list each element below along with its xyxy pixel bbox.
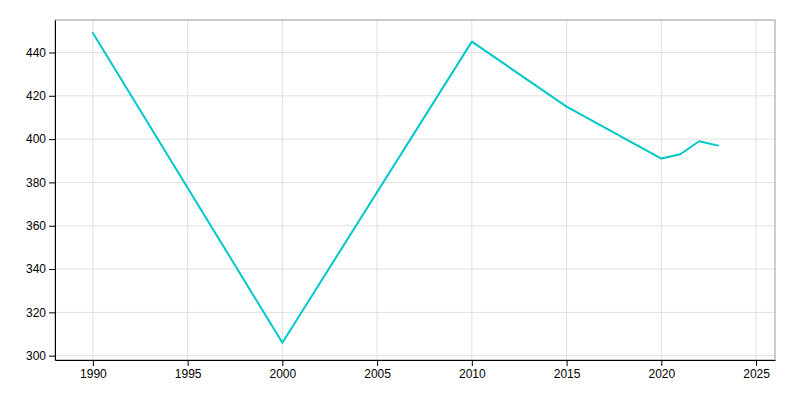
y-tick: 300 (26, 349, 55, 363)
grid-line-x (566, 20, 567, 360)
x-tick-mark (472, 360, 473, 366)
y-tick: 380 (26, 176, 55, 190)
plot: 1990 1995 2000 2005 2010 2015 2020 2025 300 320 34… (26, 20, 776, 381)
y-tick-label: 300 (26, 349, 46, 363)
x-tick-mark (93, 360, 94, 366)
y-tick-mark (49, 226, 55, 227)
y-tick-label: 320 (26, 306, 46, 320)
x-tick-mark (377, 360, 378, 366)
x-tick: 2005 (364, 360, 391, 381)
y-tick-label: 380 (26, 176, 46, 190)
y-tick-mark (49, 269, 55, 270)
grid (55, 20, 775, 360)
x-tick: 2025 (743, 360, 770, 381)
grid-line-y (55, 182, 775, 183)
x-tick-label: 2025 (743, 367, 770, 381)
x-tick: 2020 (648, 360, 675, 381)
y-axis: 300 320 340 360 380 400 420 440 (26, 21, 56, 364)
y-tick-label: 340 (26, 262, 46, 276)
y-tick-mark (49, 52, 55, 53)
y-tick-label: 360 (26, 219, 46, 233)
x-tick-label: 2000 (270, 367, 297, 381)
grid-line-x (282, 20, 283, 360)
x-tick-label: 1990 (80, 367, 107, 381)
marks (93, 33, 718, 343)
grid-line-x (661, 20, 662, 360)
y-tick: 360 (26, 219, 55, 233)
x-tick-mark (282, 360, 283, 366)
grid-line-y (55, 52, 775, 53)
x-tick-mark (188, 360, 189, 366)
y-tick: 440 (26, 46, 55, 60)
y-tick-mark (49, 139, 55, 140)
y-tick-label: 440 (26, 46, 46, 60)
y-tick-mark (49, 312, 55, 313)
y-axis-line (55, 21, 56, 361)
y-tick: 340 (26, 262, 55, 276)
chart: 1990 1995 2000 2005 2010 2015 2020 2025 300 320 34… (0, 0, 800, 400)
x-axis-line (56, 360, 776, 361)
grid-line-x (471, 20, 472, 360)
plot-frame (55, 20, 775, 360)
x-tick: 1995 (175, 360, 202, 381)
y-tick-label: 400 (26, 132, 46, 146)
grid-line-y (55, 225, 775, 226)
x-tick: 2010 (459, 360, 486, 381)
grid-line-y (55, 139, 775, 140)
line (93, 33, 718, 343)
grid-line-x (92, 20, 93, 360)
x-tick-mark (661, 360, 662, 366)
grid-line-y (55, 95, 775, 96)
x-tick-label: 1995 (175, 367, 202, 381)
x-tick-label: 2015 (554, 367, 581, 381)
x-axis: 1990 1995 2000 2005 2010 2015 2020 2025 (56, 360, 776, 381)
grid-line-y (55, 355, 775, 356)
x-tick-mark (567, 360, 568, 366)
y-tick-mark (49, 96, 55, 97)
y-tick-mark (49, 356, 55, 357)
x-tick-label: 2005 (364, 367, 391, 381)
y-tick-mark (49, 182, 55, 183)
x-tick-mark (756, 360, 757, 366)
grid-line-x (756, 20, 757, 360)
x-tick: 2000 (270, 360, 297, 381)
x-tick-label: 2020 (648, 367, 675, 381)
grid-line-y (55, 269, 775, 270)
x-tick: 1990 (80, 360, 107, 381)
y-tick: 320 (26, 306, 55, 320)
y-tick: 400 (26, 132, 55, 146)
x-tick-label: 2010 (459, 367, 486, 381)
x-tick: 2015 (554, 360, 581, 381)
y-tick: 420 (26, 89, 55, 103)
y-tick-label: 420 (26, 89, 46, 103)
grid-line-y (55, 312, 775, 313)
